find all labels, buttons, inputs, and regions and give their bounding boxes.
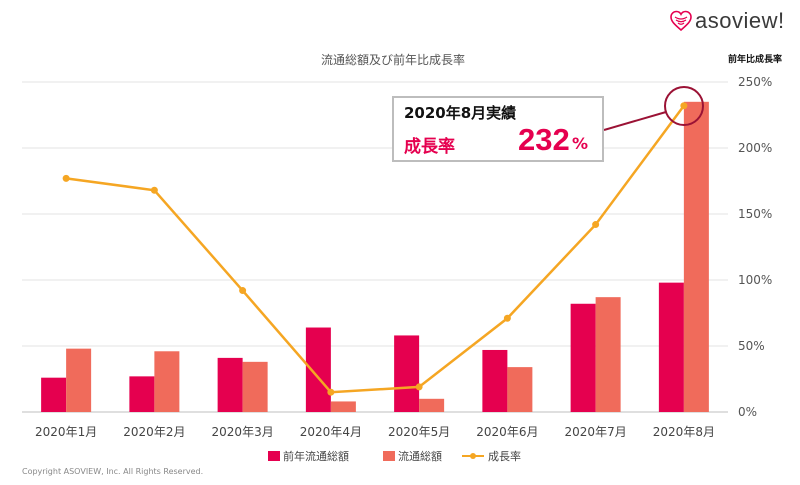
right-axis-tick: 150%: [738, 207, 772, 221]
x-tick-label: 2020年6月: [476, 425, 538, 439]
bar-prev-year: [217, 357, 243, 412]
growth-point: [592, 221, 600, 229]
legend-label: 前年流通総額: [283, 449, 349, 463]
right-axis-tick: 50%: [738, 339, 765, 353]
bar-prev-year: [482, 349, 508, 412]
highlight-circle: [664, 86, 704, 126]
x-tick-label: 2020年4月: [300, 425, 362, 439]
bar-prev-year: [129, 376, 155, 412]
bar-prev-year: [41, 377, 67, 412]
bar-current: [66, 348, 92, 412]
callout-value: 232: [518, 122, 570, 157]
legend-label: 流通総額: [398, 449, 442, 463]
callout-connector: [603, 111, 667, 131]
x-axis-labels: 2020年1月 2020年2月 2020年3月 2020年4月 2020年5月 2020年…: [35, 425, 715, 439]
x-tick-label: 2020年2月: [123, 425, 185, 439]
brand-logo: asoview!: [670, 6, 785, 36]
growth-point: [680, 102, 688, 110]
x-tick-label: 2020年5月: [388, 425, 450, 439]
chart-title: 流通総額及び前年比成長率: [321, 52, 465, 67]
right-axis-tick: 250%: [738, 75, 772, 89]
callout-title: 2020年8月実績: [404, 104, 517, 122]
right-axis-tick: 100%: [738, 273, 772, 287]
growth-point: [62, 174, 70, 182]
bar-current: [507, 367, 533, 412]
right-axis-tick: 0%: [738, 405, 757, 419]
callout-unit: %: [572, 134, 589, 153]
legend-marker: [470, 453, 476, 459]
bar-current: [330, 401, 356, 412]
line-series: [62, 102, 688, 396]
right-axis-tick: 200%: [738, 141, 772, 155]
bar-current: [154, 351, 180, 412]
growth-point: [503, 314, 511, 322]
callout-label: 成長率: [404, 137, 455, 157]
heart-logo-icon: [670, 10, 692, 32]
bar-prev-year: [658, 282, 684, 412]
legend-swatch: [383, 451, 395, 461]
right-axis-label: 前年比成長率: [728, 53, 782, 65]
bar-prev-year: [570, 303, 596, 412]
bar-current: [683, 101, 709, 413]
bar-prev-year: [394, 335, 420, 412]
growth-point: [150, 186, 158, 194]
bar-current: [595, 297, 621, 412]
brand-name: asoview!: [695, 8, 785, 33]
growth-point: [327, 388, 335, 396]
growth-callout: 2020年8月実績 成長率 232 %: [392, 96, 604, 162]
bar-current: [242, 361, 268, 412]
x-tick-label: 2020年1月: [35, 425, 97, 439]
axis-ticks: 0% 50% 100% 150% 200% 250%: [738, 75, 772, 419]
x-tick-label: 2020年3月: [212, 425, 274, 439]
bar-prev-year: [305, 327, 331, 412]
legend-label: 成長率: [488, 449, 521, 463]
growth-line: [65, 105, 685, 394]
bar-current: [419, 398, 445, 412]
x-tick-label: 2020年7月: [565, 425, 627, 439]
copyright: Copyright ASOVIEW, Inc. All Rights Reser…: [22, 467, 204, 476]
grid: [22, 81, 728, 413]
growth-point: [239, 287, 247, 295]
legend-swatch: [268, 451, 280, 461]
growth-point: [415, 383, 423, 391]
legend: 前年流通総額 流通総額 成長率: [268, 449, 521, 463]
x-tick-label: 2020年8月: [653, 425, 715, 439]
